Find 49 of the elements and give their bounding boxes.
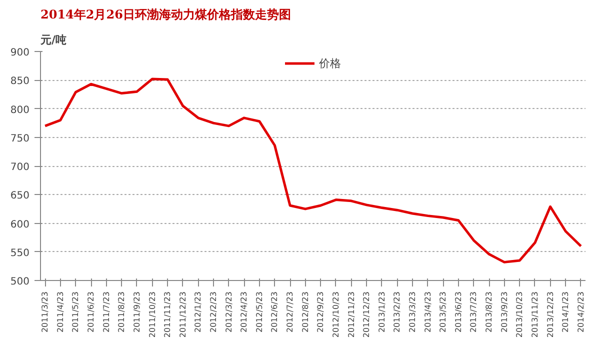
y-tick-label: 800 bbox=[10, 104, 30, 116]
x-tick-label: 2012/11/23 bbox=[346, 292, 356, 338]
x-tick-label: 2014/1/23 bbox=[561, 291, 570, 333]
x-tick-label: 2011/8/23 bbox=[117, 291, 126, 333]
x-tick-label: 2011/4/23 bbox=[56, 291, 65, 333]
line-series bbox=[44, 78, 582, 264]
x-tick-label: 2011/3/23 bbox=[40, 291, 50, 333]
x-tick-label: 2011/9/23 bbox=[132, 291, 142, 333]
y-tick-label: 850 bbox=[10, 76, 30, 88]
y-tick-label: 700 bbox=[10, 162, 30, 173]
y-tick-label: 500 bbox=[10, 276, 30, 288]
x-tick-label: 2013/5/23 bbox=[438, 291, 448, 333]
legend-label: 价格 bbox=[319, 56, 341, 70]
x-tick-label: 2012/2/23 bbox=[208, 291, 218, 333]
y-tick-label: 650 bbox=[10, 190, 30, 202]
x-tick-label: 2011/6/23 bbox=[86, 291, 96, 333]
x-tick-label: 2012/1/23 bbox=[194, 291, 203, 333]
x-tick-label: 2012/12/23 bbox=[362, 292, 372, 338]
y-tick-label: 900 bbox=[10, 48, 30, 58]
y-tick-label: 550 bbox=[10, 248, 30, 259]
x-tick-label: 2012/4/23 bbox=[240, 291, 249, 333]
x-tick-label: 2011/11/23 bbox=[163, 292, 172, 338]
y-tick-label: 600 bbox=[10, 219, 30, 230]
x-tick-label: 2012/5/23 bbox=[254, 291, 264, 333]
x-tick-label: 2014/2/23 bbox=[576, 291, 586, 333]
x-tick-label: 2012/6/23 bbox=[270, 291, 280, 333]
x-tick-label: 2012/8/23 bbox=[300, 291, 310, 333]
x-tick-label: 2013/9/23 bbox=[500, 291, 509, 333]
x-tick-label: 2012/10/23 bbox=[331, 292, 340, 338]
x-tick-label: 2013/8/23 bbox=[484, 291, 494, 333]
chart-title: 2014年2月26日环渤海动力煤价格指数走势图 bbox=[40, 8, 291, 22]
x-tick-label: 2012/7/23 bbox=[286, 291, 295, 333]
x-tick-label: 2011/5/23 bbox=[71, 291, 80, 333]
x-tick-label: 2013/4/23 bbox=[423, 291, 432, 333]
x-tick-label: 2013/6/23 bbox=[454, 291, 463, 333]
x-tick-label: 2012/9/23 bbox=[316, 291, 326, 333]
y-axis-title: 元/吨 bbox=[40, 34, 67, 46]
x-tick-label: 2013/3/23 bbox=[408, 291, 418, 333]
x-tick-label: 2013/12/23 bbox=[546, 292, 555, 338]
x-tick-label: 2013/11/23 bbox=[530, 292, 540, 338]
x-tick-label: 2012/3/23 bbox=[224, 291, 234, 333]
x-tick-label: 2011/7/23 bbox=[102, 291, 111, 333]
x-tick-label: 2011/10/23 bbox=[148, 292, 157, 338]
x-tick-label: 2013/7/23 bbox=[469, 291, 478, 333]
x-tick-label: 2013/2/23 bbox=[392, 291, 402, 333]
x-tick-label: 2013/10/23 bbox=[515, 292, 524, 338]
x-tick-label: 2013/1/23 bbox=[377, 291, 386, 333]
x-tick-label: 2011/12/23 bbox=[178, 292, 188, 338]
y-tick-label: 750 bbox=[10, 133, 30, 144]
